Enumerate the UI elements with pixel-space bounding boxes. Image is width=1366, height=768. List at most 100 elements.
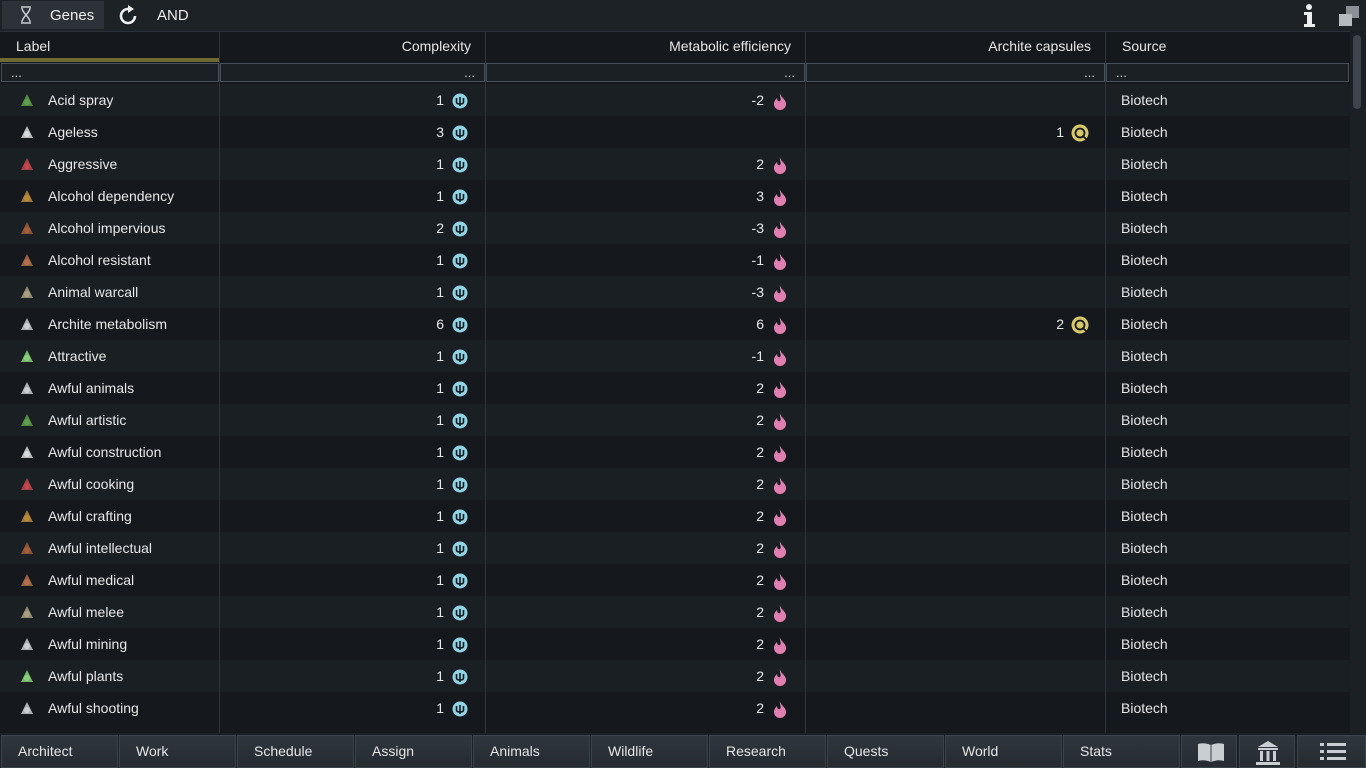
- filter-label-input[interactable]: ...: [1, 63, 219, 82]
- column-header-label[interactable]: Label: [16, 38, 51, 54]
- aggressive-icon: [21, 158, 33, 170]
- tab-animals[interactable]: Animals: [473, 735, 590, 768]
- table-row[interactable]: Archite metabolism 6 6 2 Biotech: [0, 308, 1350, 340]
- complexity-value: 1: [436, 636, 444, 652]
- table-row[interactable]: Ageless 3 1 Biotech: [0, 116, 1350, 148]
- metabolic-efficiency-icon: [774, 573, 786, 590]
- tab-architect[interactable]: Architect: [1, 735, 118, 768]
- tab-stats[interactable]: Stats: [1063, 735, 1180, 768]
- and-toggle[interactable]: AND: [157, 7, 189, 24]
- acid-spray-icon: [21, 94, 33, 106]
- restore-window-icon[interactable]: [1337, 5, 1361, 27]
- table-row[interactable]: Awful artistic 1 2 Biotech: [0, 404, 1350, 436]
- metabolic-efficiency-icon: [774, 381, 786, 398]
- column-header-archite-capsules[interactable]: Archite capsules: [988, 38, 1091, 54]
- filter-source-input[interactable]: ...: [1106, 63, 1349, 82]
- complexity-icon: [452, 509, 468, 525]
- complexity-value: 1: [436, 572, 444, 588]
- table-row[interactable]: Awful melee 1 2 Biotech: [0, 596, 1350, 628]
- genes-tab[interactable]: Genes: [2, 1, 104, 29]
- gene-label: Awful plants: [48, 668, 124, 684]
- complexity-value: 1: [436, 92, 444, 108]
- complexity-icon: [452, 413, 468, 429]
- column-header-source[interactable]: Source: [1122, 38, 1167, 54]
- complexity-value: 1: [436, 668, 444, 684]
- metabolic-efficiency-icon: [774, 701, 786, 718]
- gene-label: Attractive: [48, 348, 107, 364]
- source-value: Biotech: [1121, 220, 1168, 236]
- column-header-metabolic-efficiency[interactable]: Metabolic efficiency: [669, 38, 791, 54]
- metabolic-efficiency-icon: [774, 253, 786, 270]
- gene-label: Awful mining: [48, 636, 128, 652]
- complexity-icon: [452, 701, 468, 717]
- gene-label: Awful crafting: [48, 508, 132, 524]
- awful-animals-icon: [21, 382, 33, 394]
- table-row[interactable]: Awful animals 1 2 Biotech: [0, 372, 1350, 404]
- source-value: Biotech: [1121, 284, 1168, 300]
- tab-schedule[interactable]: Schedule: [237, 735, 354, 768]
- table-row[interactable]: Awful medical 1 2 Biotech: [0, 564, 1350, 596]
- gene-label: Awful intellectual: [48, 540, 153, 556]
- tab-work[interactable]: Work: [119, 735, 236, 768]
- column-divider: [485, 31, 486, 733]
- table-body: Acid spray 1 -2 Biotech Ageless 3 1: [0, 84, 1350, 724]
- factions-button[interactable]: [1239, 735, 1295, 768]
- scrollbar-thumb[interactable]: [1353, 35, 1361, 109]
- tab-research[interactable]: Research: [709, 735, 826, 768]
- table-row[interactable]: Attractive 1 -1 Biotech: [0, 340, 1350, 372]
- tab-assign[interactable]: Assign: [355, 735, 472, 768]
- history-button[interactable]: [1181, 735, 1237, 768]
- table-row[interactable]: Awful construction 1 2 Biotech: [0, 436, 1350, 468]
- gene-label: Ageless: [48, 124, 98, 140]
- gene-label: Archite metabolism: [48, 316, 168, 332]
- table-row[interactable]: Alcohol resistant 1 -1 Biotech: [0, 244, 1350, 276]
- tab-quests[interactable]: Quests: [827, 735, 944, 768]
- alcohol-impervious-icon: [21, 222, 33, 234]
- awful-plants-icon: [21, 670, 33, 682]
- complexity-icon: [452, 445, 468, 461]
- table-row[interactable]: Awful crafting 1 2 Biotech: [0, 500, 1350, 532]
- vertical-scrollbar[interactable]: [1350, 31, 1366, 733]
- complexity-icon: [452, 669, 468, 685]
- table-row[interactable]: Alcohol dependency 1 3 Biotech: [0, 180, 1350, 212]
- table-row[interactable]: Animal warcall 1 -3 Biotech: [0, 276, 1350, 308]
- table-row[interactable]: Awful shooting 1 2 Biotech: [0, 692, 1350, 724]
- tab-wildlife[interactable]: Wildlife: [591, 735, 708, 768]
- gene-label: Awful animals: [48, 380, 135, 396]
- main-menu-button[interactable]: [1297, 735, 1366, 768]
- complexity-value: 1: [436, 188, 444, 204]
- column-header-complexity[interactable]: Complexity: [401, 38, 471, 54]
- metabolic-efficiency-value: 2: [756, 604, 764, 620]
- tab-world[interactable]: World: [945, 735, 1062, 768]
- source-value: Biotech: [1121, 156, 1168, 172]
- metabolic-efficiency-value: 2: [756, 668, 764, 684]
- source-value: Biotech: [1121, 476, 1168, 492]
- table-row[interactable]: Awful mining 1 2 Biotech: [0, 628, 1350, 660]
- filter-archite-input[interactable]: ...: [806, 63, 1105, 82]
- complexity-value: 1: [436, 604, 444, 620]
- table-row[interactable]: Aggressive 1 2 Biotech: [0, 148, 1350, 180]
- filter-complexity-input[interactable]: ...: [220, 63, 485, 82]
- filter-metabolic-input[interactable]: ...: [486, 63, 805, 82]
- source-value: Biotech: [1121, 124, 1168, 140]
- refresh-icon[interactable]: [116, 4, 140, 28]
- table-row[interactable]: Awful intellectual 1 2 Biotech: [0, 532, 1350, 564]
- alcohol-resistant-icon: [21, 254, 33, 266]
- metabolic-efficiency-icon: [774, 189, 786, 206]
- complexity-icon: [452, 221, 468, 237]
- info-icon[interactable]: [1298, 3, 1320, 29]
- table-row[interactable]: Acid spray 1 -2 Biotech: [0, 84, 1350, 116]
- awful-shooting-icon: [21, 702, 33, 714]
- top-toolbar: Genes AND: [0, 0, 1366, 32]
- metabolic-efficiency-icon: [774, 605, 786, 622]
- complexity-icon: [452, 637, 468, 653]
- gene-label: Awful shooting: [48, 700, 139, 716]
- source-value: Biotech: [1121, 252, 1168, 268]
- metabolic-efficiency-icon: [774, 317, 786, 334]
- source-value: Biotech: [1121, 508, 1168, 524]
- table-row[interactable]: Alcohol impervious 2 -3 Biotech: [0, 212, 1350, 244]
- table-row[interactable]: Awful plants 1 2 Biotech: [0, 660, 1350, 692]
- table-row[interactable]: Awful cooking 1 2 Biotech: [0, 468, 1350, 500]
- metabolic-efficiency-icon: [774, 445, 786, 462]
- complexity-value: 3: [436, 124, 444, 140]
